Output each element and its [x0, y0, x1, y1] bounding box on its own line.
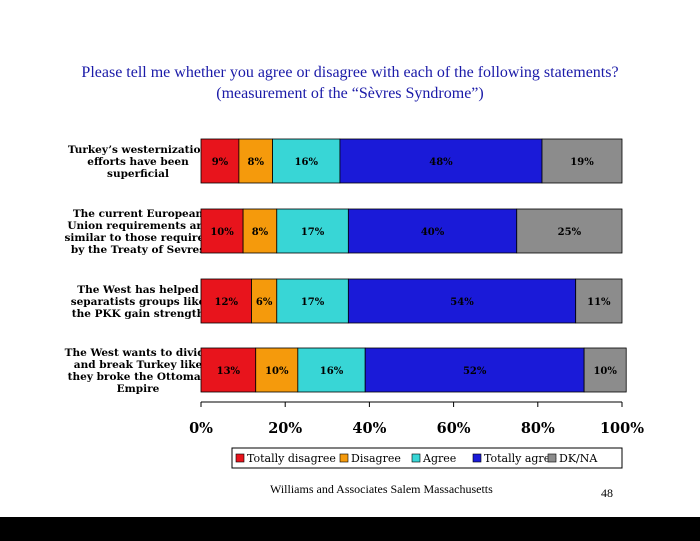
- legend-box: [231, 447, 623, 469]
- data-label: 52%: [463, 366, 487, 377]
- data-label: 40%: [421, 227, 445, 238]
- x-tick-label: 80%: [521, 420, 555, 437]
- data-label: 8%: [252, 227, 269, 238]
- data-label: 9%: [212, 157, 229, 168]
- legend-label: Totally disagree: [247, 452, 336, 465]
- category-label: The current European Union requirements a…: [65, 208, 213, 256]
- bar-segment: [255, 347, 299, 393]
- chart-title: Please tell me whether you agree or disa…: [81, 64, 619, 102]
- bar-segment: [583, 347, 627, 393]
- legend-swatch: [547, 453, 557, 463]
- category-label: The West has helped separatists groups li…: [71, 284, 206, 320]
- data-label: 10%: [265, 366, 289, 377]
- bar-segment: [516, 208, 623, 254]
- bottom-bar: [0, 517, 700, 541]
- legend-swatch: [472, 453, 482, 463]
- bar-segment: [575, 278, 623, 324]
- data-label: 6%: [256, 297, 273, 308]
- category-label: Turkey’s westernization efforts have been…: [68, 144, 209, 180]
- stacked-bar-chart: Turkey’s westernization efforts have been…: [65, 138, 644, 469]
- category-label: The West wants to divide and break Turkey…: [65, 347, 212, 395]
- category-labels: Turkey’s westernization efforts have been…: [65, 144, 213, 395]
- bar-segment: [541, 138, 623, 184]
- bar-segment: [276, 278, 349, 324]
- legend-swatch: [339, 453, 349, 463]
- bar-segment: [276, 208, 349, 254]
- value-labels: 9% 8% 16% 48% 19% 10% 8% 17% 40% 25% 12% 6% 17% 54% 11…: [210, 157, 617, 377]
- footer-text: Williams and Associates Salem Massachuse…: [270, 482, 493, 496]
- x-tick-label: 0%: [189, 420, 213, 437]
- x-tick-label: 20%: [268, 420, 302, 437]
- x-tick-label: 40%: [352, 420, 386, 437]
- x-axis-ticks: 0% 20% 40% 60% 80% 100%: [189, 402, 644, 437]
- data-label: 17%: [301, 297, 325, 308]
- bar-segment: [364, 347, 585, 393]
- bar-segment: [200, 138, 240, 184]
- bar-segment: [272, 138, 341, 184]
- data-label: 11%: [587, 297, 611, 308]
- data-label: 13%: [217, 366, 241, 377]
- bar-segment: [297, 347, 366, 393]
- page-number: 48: [601, 486, 613, 500]
- legend-label: Agree: [422, 452, 456, 465]
- data-label: 25%: [558, 227, 582, 238]
- bar-segment: [200, 278, 252, 324]
- data-label: 48%: [429, 157, 453, 168]
- bar-segment: [251, 278, 278, 324]
- legend-label: Disagree: [351, 452, 401, 465]
- data-label: 10%: [593, 366, 617, 377]
- legend-label: DK/NA: [559, 452, 598, 465]
- x-tick-label: 100%: [600, 420, 644, 437]
- data-label: 12%: [215, 297, 239, 308]
- bar-segment: [242, 208, 278, 254]
- legend-swatch: [235, 453, 245, 463]
- bars: [200, 138, 627, 393]
- data-label: 16%: [320, 366, 344, 377]
- legend-swatch: [411, 453, 421, 463]
- data-label: 19%: [570, 157, 594, 168]
- x-tick-label: 60%: [437, 420, 471, 437]
- bar-segment: [200, 347, 257, 393]
- legend: Totally disagree Disagree Agree Totally agr…: [231, 447, 623, 469]
- data-label: 17%: [301, 227, 325, 238]
- data-label: 16%: [295, 157, 319, 168]
- legend-label: Totally agree: [484, 452, 557, 465]
- bar-segment: [347, 208, 518, 254]
- data-label: 54%: [450, 297, 474, 308]
- slide: Please tell me whether you agree or disa…: [64, 64, 645, 500]
- data-label: 10%: [210, 227, 234, 238]
- bar-segment: [339, 138, 543, 184]
- bar-segment: [200, 208, 244, 254]
- data-label: 8%: [247, 157, 264, 168]
- bar-segment: [347, 278, 577, 324]
